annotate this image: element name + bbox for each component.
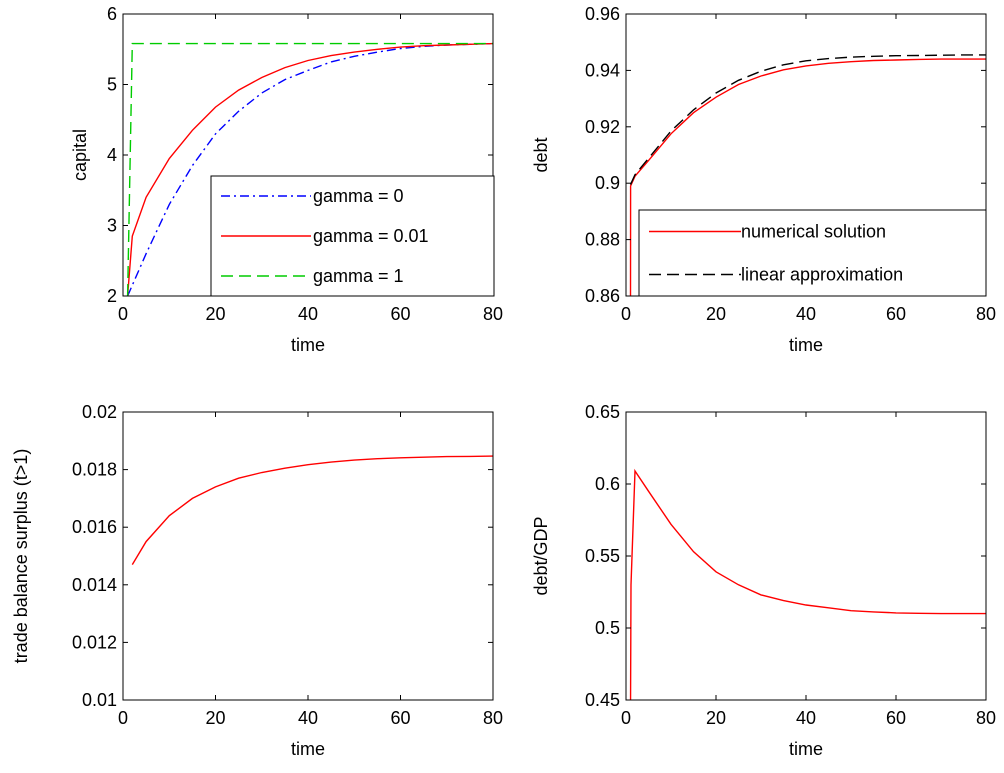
x-tick-label: 60 [390, 708, 410, 728]
x-tick-label: 0 [621, 708, 631, 728]
x-axis-label: time [789, 335, 823, 355]
y-tick-label: 0.88 [585, 230, 620, 250]
x-axis-label: time [789, 739, 823, 759]
series-line-gamma-0-01 [126, 42, 493, 296]
x-tick-label: 60 [886, 304, 906, 324]
x-tick-label: 60 [390, 304, 410, 324]
legend-entry: numerical solution [741, 222, 886, 242]
y-tick-label: 0.96 [585, 4, 620, 24]
y-tick-label: 0.45 [585, 690, 620, 710]
x-tick-label: 0 [118, 304, 128, 324]
y-tick-label: 0.5 [595, 618, 620, 638]
series-line-series-1 [131, 455, 493, 565]
chart-panel-4: 0 20 40 60 80 0.45 0.5 0.55 0.6 0.65 time debt/GDP [531, 402, 996, 759]
x-tick-label: 80 [976, 708, 996, 728]
x-tick-label: 80 [483, 304, 503, 324]
x-tick-label: 0 [118, 708, 128, 728]
legend: numerical solution linear approximation [638, 209, 987, 297]
x-tick-label: 80 [483, 708, 503, 728]
y-tick-label: 2 [107, 286, 117, 306]
legend: gamma = 0 gamma = 0.01 gamma = 1 [210, 175, 495, 297]
x-tick-label: 20 [205, 708, 225, 728]
y-tick-label: 0.016 [72, 517, 117, 537]
x-axis-label: time [291, 335, 325, 355]
y-tick-label: 3 [107, 216, 117, 236]
x-tick-label: 60 [886, 708, 906, 728]
y-axis-label: trade balance surplus (t>1) [11, 449, 31, 664]
y-tick-label: 0.02 [82, 402, 117, 422]
y-tick-label: 5 [107, 75, 117, 95]
x-tick-label: 80 [976, 304, 996, 324]
legend-entry: gamma = 1 [313, 266, 404, 286]
y-tick-label: 0.94 [585, 60, 620, 80]
x-tick-label: 40 [796, 708, 816, 728]
legend-entry: gamma = 0 [313, 186, 404, 206]
series-line-series-1 [629, 468, 986, 700]
y-tick-label: 0.01 [82, 690, 117, 710]
y-tick-label: 6 [107, 4, 117, 24]
y-tick-label: 0.86 [585, 286, 620, 306]
x-axis-label: time [291, 739, 325, 759]
y-axis-label: capital [70, 129, 90, 181]
chart-panel-2: 0 20 40 60 80 0.86 0.88 0.9 0.92 0.94 0.96 time debt… [531, 4, 996, 355]
series-line-numerical-solution [629, 58, 986, 296]
y-tick-label: 0.012 [72, 632, 117, 652]
y-tick-label: 0.014 [72, 575, 117, 595]
x-tick-label: 20 [205, 304, 225, 324]
series-line-linear-approximation [629, 54, 986, 185]
series-line-gamma-1 [126, 42, 493, 296]
y-tick-label: 0.65 [585, 402, 620, 422]
y-tick-label: 0.018 [72, 460, 117, 480]
y-tick-label: 4 [107, 145, 117, 165]
x-tick-label: 40 [796, 304, 816, 324]
y-tick-label: 0.55 [585, 546, 620, 566]
y-tick-label: 0.92 [585, 117, 620, 137]
axes-box [625, 411, 987, 701]
x-tick-label: 20 [706, 304, 726, 324]
x-tick-label: 0 [621, 304, 631, 324]
y-axis-label: debt/GDP [531, 516, 551, 595]
x-tick-label: 40 [298, 708, 318, 728]
legend-entry: linear approximation [741, 265, 903, 285]
y-axis-label: debt [531, 137, 551, 172]
legend-entry: gamma = 0.01 [313, 226, 429, 246]
x-tick-label: 20 [706, 708, 726, 728]
y-tick-label: 0.6 [595, 474, 620, 494]
y-tick-label: 0.9 [595, 173, 620, 193]
chart-panel-3: 0 20 40 60 80 0.01 0.012 0.014 0.016 0.018 0.02 tim… [11, 402, 503, 759]
axes-box [122, 411, 494, 701]
x-tick-label: 40 [298, 304, 318, 324]
legend-box [638, 209, 987, 297]
